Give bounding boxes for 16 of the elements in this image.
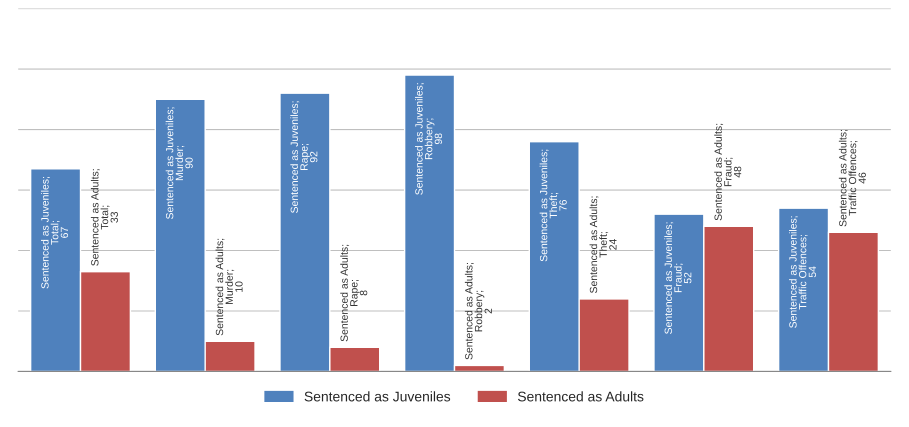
data-label: Sentenced as Juveniles; Total; 67: [41, 177, 68, 289]
data-label: Sentenced as Adults; Robbery; 2: [464, 263, 492, 360]
data-label: Sentenced as Juveniles; Robbery; 98: [415, 83, 442, 195]
legend-label: Sentenced as Juveniles: [304, 391, 450, 402]
data-label: Sentenced as Juveniles; Fraud; 52: [664, 222, 692, 334]
data-label: Sentenced as Juveniles; Traffic Offences; 54: [788, 216, 816, 328]
legend-label: Sentenced as Adults: [518, 391, 644, 402]
data-label: Sentenced as Juveniles; Murder; 90: [166, 107, 193, 219]
data-label: Sentenced as Adults; Total; 33: [90, 169, 118, 266]
data-label: Sentenced as Adults; Theft; 24: [590, 196, 616, 293]
data-label: Sentenced as Adults; Traffic Offences; 46: [838, 130, 866, 226]
data-label: Sentenced as Juveniles; Theft; 76: [540, 150, 567, 262]
data-label: Sentenced as Adults; Murder; 10: [216, 238, 243, 336]
data-label: Sentenced as Juveniles; Rape; 92: [290, 101, 318, 213]
data-label: Sentenced as Adults; Fraud; 48: [714, 124, 742, 220]
data-label: Sentenced as Adults; Rape; 8: [340, 244, 368, 342]
